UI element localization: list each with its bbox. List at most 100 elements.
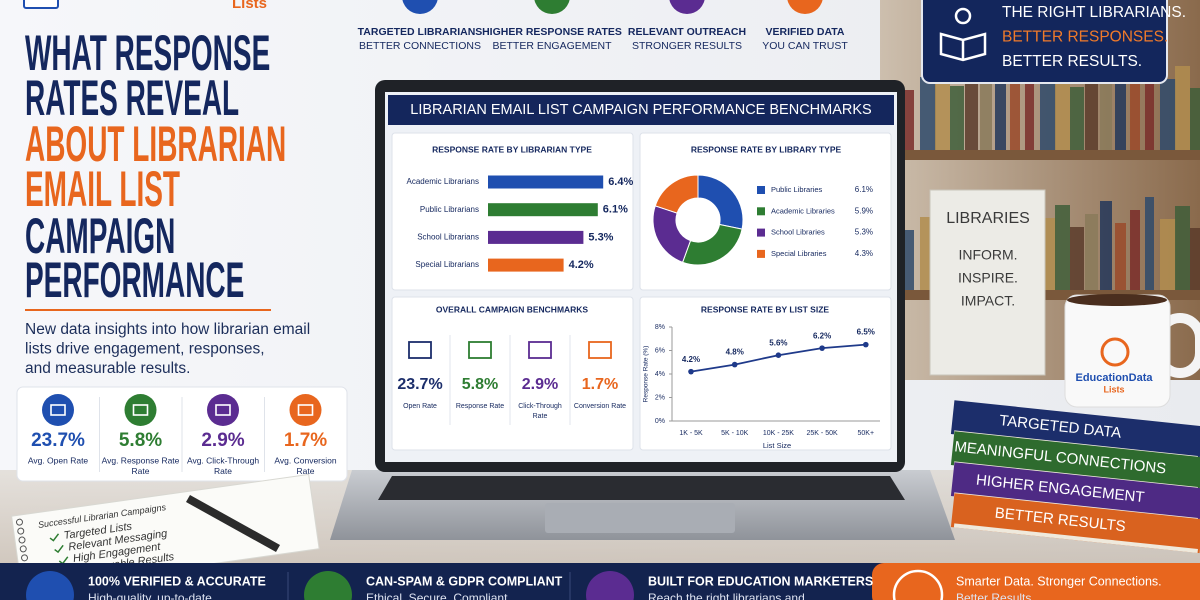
sign-line: LIBRARIES	[946, 210, 1030, 227]
stat-label: Avg. Response Rate	[102, 455, 180, 465]
shelf-book	[965, 73, 978, 150]
book-cover	[950, 462, 1200, 523]
shelf-book	[1085, 214, 1098, 290]
chart-title: RESPONSE RATE BY LIBRARIAN TYPE	[432, 144, 592, 154]
bar	[488, 203, 598, 217]
stat-value: 2.9%	[201, 430, 244, 451]
x-tick-label: 10K - 25K	[763, 430, 794, 437]
point-label: 6.2%	[813, 331, 831, 340]
bar	[488, 230, 584, 244]
legend-swatch	[757, 228, 765, 237]
shelf-book	[1055, 65, 1070, 150]
shelf-book	[1160, 79, 1176, 150]
benchmark-label: Response Rate	[456, 403, 504, 410]
bar-label: Academic Librarians	[407, 177, 479, 186]
headline-line: PERFORMANCE	[25, 252, 244, 309]
legend-label: School Libraries	[771, 228, 825, 237]
shelf-book	[1190, 228, 1200, 290]
stat-value: 23.7%	[31, 430, 85, 451]
y-tick-label: 0%	[655, 418, 665, 425]
bar	[488, 258, 564, 272]
feature-subtitle: STRONGER RESULTS	[632, 40, 742, 52]
bar-value-label: 5.3%	[588, 231, 613, 243]
benchmark-icon	[468, 341, 492, 359]
y-tick-label: 8%	[655, 324, 665, 331]
mug-text: Lists	[1103, 384, 1124, 394]
notebook-ring	[17, 527, 25, 535]
legend-value: 4.3%	[855, 249, 873, 258]
stat-icon-glyph	[132, 404, 149, 416]
stat-icon-glyph	[215, 404, 231, 416]
benchmark-label: Rate	[533, 413, 548, 420]
shelf-book	[1070, 87, 1084, 150]
legend-label: Academic Libraries	[771, 206, 835, 215]
benchmark-value: 23.7%	[397, 376, 442, 393]
feature-subtitle: YOU CAN TRUST	[762, 40, 848, 52]
footer-text: High-quality, up-to-date	[88, 591, 212, 600]
shelf-book	[1190, 88, 1200, 150]
bar-value-label: 6.4%	[608, 176, 633, 188]
legend-value: 5.9%	[855, 206, 873, 215]
stat-label: Avg. Conversion	[274, 455, 336, 465]
icon-book	[939, 32, 987, 62]
notebook-ring	[15, 518, 23, 526]
dashboard-titlebar	[388, 95, 894, 125]
badge-line: THE RIGHT LIBRARIANS.	[1002, 4, 1186, 21]
bar-label: Public Librarians	[420, 205, 479, 214]
feature-title: RELEVANT OUTREACH	[628, 26, 746, 38]
shelf-sign	[929, 189, 1046, 376]
feature-subtitle: BETTER CONNECTIONS	[359, 40, 481, 52]
shelf-book	[905, 90, 914, 150]
point-label: 6.5%	[857, 328, 875, 337]
headline-line: RATES REVEAL	[25, 70, 239, 127]
footer-title: BUILT FOR EDUCATION MARKETERS	[648, 574, 873, 588]
legend-value: 5.3%	[855, 228, 873, 237]
feature-title: VERIFIED DATA	[766, 26, 845, 38]
shelf-book	[1055, 205, 1070, 290]
book-cover	[950, 400, 1200, 461]
logo-icon	[23, 0, 59, 9]
footer-text: Ethical. Secure. Compliant.	[366, 591, 511, 600]
footer-title: 100% VERIFIED & ACCURATE	[88, 574, 266, 588]
shelf-book	[935, 64, 950, 150]
mug-coffee	[1067, 294, 1167, 306]
laptop-trackpad	[545, 503, 735, 533]
sign-line: INFORM.	[958, 247, 1017, 263]
y-tick-label: 4%	[655, 371, 665, 378]
subtitle-line: and measurable results.	[25, 360, 190, 377]
dashboard-panel	[391, 296, 634, 451]
shelf-book	[905, 230, 914, 290]
line-point	[731, 361, 738, 368]
laptop-keyboard	[378, 476, 905, 500]
dashboard-panel	[639, 296, 892, 451]
legend-swatch	[757, 186, 765, 194]
logo-text: Lists	[232, 0, 267, 12]
footer-icon	[586, 571, 634, 600]
stat-label: Avg. Open Rate	[28, 455, 89, 465]
subtitle-line: New data insights into how librarian ema…	[25, 321, 310, 338]
stat-label: Rate	[214, 466, 232, 476]
stat-icon	[42, 394, 74, 426]
headline-line: WHAT RESPONSE	[25, 25, 270, 82]
feature-title: HIGHER RESPONSE RATES	[482, 26, 622, 38]
badge-line: BETTER RESPONSES.	[1002, 29, 1168, 46]
stat-label: Avg. Click-Through	[187, 455, 259, 465]
bar	[488, 175, 604, 189]
pen	[186, 495, 280, 552]
legend-swatch	[757, 249, 765, 258]
shelf-board	[880, 150, 1200, 160]
stat-value: 5.8%	[119, 430, 162, 451]
bar-value-label: 4.2%	[569, 259, 594, 271]
y-axis-label: Response Rate (%)	[643, 346, 650, 403]
headline-rule	[25, 309, 271, 311]
y-tick-label: 2%	[655, 394, 665, 401]
benchmark-icon	[528, 341, 552, 359]
shelf-book	[1115, 83, 1126, 150]
headline-line: EMAIL LIST	[25, 161, 180, 218]
badge-icon	[939, 7, 987, 62]
sign-line: IMPACT.	[961, 293, 1015, 309]
shelf-book	[1145, 57, 1154, 150]
line-point	[688, 368, 694, 375]
notebook-ring	[21, 554, 29, 562]
